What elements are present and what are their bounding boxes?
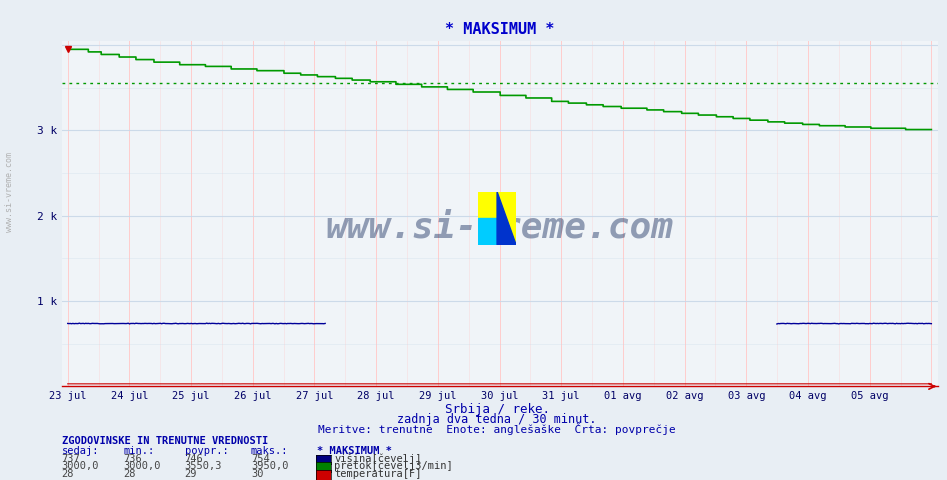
Text: ZGODOVINSKE IN TRENUTNE VREDNOSTI: ZGODOVINSKE IN TRENUTNE VREDNOSTI bbox=[62, 436, 268, 446]
Text: 754: 754 bbox=[251, 454, 270, 464]
Bar bbox=[478, 218, 497, 245]
Text: povpr.:: povpr.: bbox=[185, 445, 228, 456]
Title: * MAKSIMUM *: * MAKSIMUM * bbox=[445, 22, 554, 37]
Text: 746: 746 bbox=[185, 454, 204, 464]
Text: www.si-vreme.com: www.si-vreme.com bbox=[326, 210, 673, 244]
Text: višina[čevelj]: višina[čevelj] bbox=[334, 453, 421, 464]
Text: 29: 29 bbox=[185, 469, 197, 479]
Text: temperatura[F]: temperatura[F] bbox=[334, 469, 421, 479]
Text: 736: 736 bbox=[123, 454, 142, 464]
Text: sedaj:: sedaj: bbox=[62, 445, 99, 456]
Text: pretok[čevelj3/min]: pretok[čevelj3/min] bbox=[334, 461, 453, 471]
Bar bbox=[497, 192, 516, 245]
Text: 737: 737 bbox=[62, 454, 80, 464]
Text: 3950,0: 3950,0 bbox=[251, 461, 289, 471]
Text: 3000,0: 3000,0 bbox=[62, 461, 99, 471]
Text: min.:: min.: bbox=[123, 445, 154, 456]
Text: Srbija / reke.: Srbija / reke. bbox=[445, 403, 549, 416]
Text: * MAKSIMUM *: * MAKSIMUM * bbox=[317, 445, 392, 456]
Text: 3000,0: 3000,0 bbox=[123, 461, 161, 471]
Text: 3550,3: 3550,3 bbox=[185, 461, 223, 471]
Polygon shape bbox=[497, 192, 516, 245]
Bar bbox=[478, 192, 497, 218]
Text: zadnja dva tedna / 30 minut.: zadnja dva tedna / 30 minut. bbox=[398, 413, 597, 426]
Text: 30: 30 bbox=[251, 469, 263, 479]
Polygon shape bbox=[497, 192, 516, 245]
Text: 28: 28 bbox=[123, 469, 135, 479]
Text: maks.:: maks.: bbox=[251, 445, 289, 456]
Text: 28: 28 bbox=[62, 469, 74, 479]
Text: www.si-vreme.com: www.si-vreme.com bbox=[5, 152, 14, 232]
Text: Meritve: trenutne  Enote: anglešaške  Črta: povprečje: Meritve: trenutne Enote: anglešaške Črta… bbox=[318, 423, 676, 435]
